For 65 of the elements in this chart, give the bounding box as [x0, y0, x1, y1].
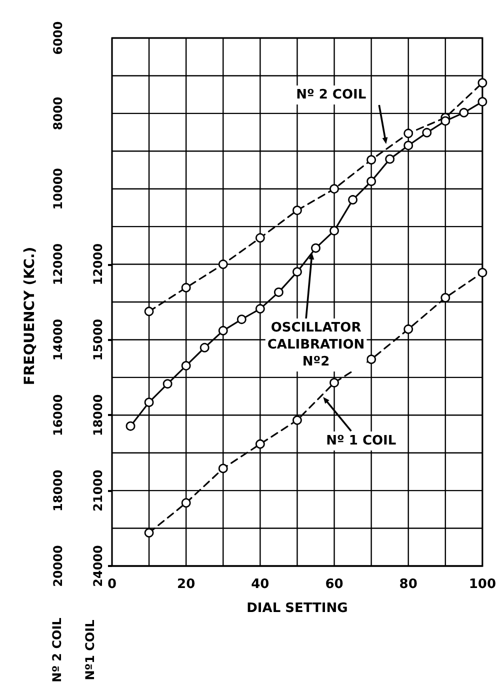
point	[181, 498, 191, 508]
point	[255, 233, 265, 243]
point	[162, 379, 172, 389]
y2-tick-label: 18000	[91, 394, 105, 436]
y-tick-label: 16000	[51, 394, 65, 436]
annotation: Nº 1 COIL	[326, 434, 396, 449]
point	[478, 78, 488, 88]
point	[459, 108, 469, 118]
point	[385, 154, 395, 164]
point	[330, 184, 339, 194]
point	[292, 415, 302, 425]
point	[255, 304, 265, 314]
text: Nº1 COIL	[83, 619, 97, 680]
y-tick-label: 20000	[51, 545, 65, 587]
point	[218, 260, 228, 269]
point	[218, 326, 228, 336]
point	[200, 342, 210, 352]
point	[478, 97, 488, 106]
point	[144, 306, 154, 316]
point	[255, 439, 265, 449]
point	[422, 128, 432, 138]
point	[330, 378, 339, 388]
annotation: Nº 2 COIL	[296, 87, 366, 102]
y-tick-label: 8000	[51, 96, 65, 130]
y-tick-label: 10000	[51, 168, 65, 210]
point	[348, 195, 358, 204]
point	[274, 287, 284, 297]
point	[404, 128, 414, 138]
x-tick-label: 0	[107, 577, 117, 592]
y-tick-label: 18000	[51, 470, 65, 512]
y2-tick-label: 24000	[91, 545, 105, 587]
y-tick-label: 6000	[51, 21, 65, 55]
point	[404, 324, 414, 334]
x-tick-label: 80	[399, 577, 418, 592]
point	[440, 116, 450, 126]
point	[236, 314, 246, 324]
point	[311, 243, 320, 253]
point	[144, 528, 154, 538]
point	[181, 361, 191, 370]
point	[292, 267, 302, 277]
y2-tick-label: 21000	[91, 470, 105, 512]
point	[218, 464, 228, 474]
y2-tick-label: 15000	[91, 318, 105, 361]
point	[404, 140, 414, 150]
point	[440, 293, 450, 302]
x-tick-label: 20	[177, 577, 196, 592]
point	[126, 421, 136, 431]
y2-tick-label: 12000	[91, 243, 105, 286]
point	[181, 282, 191, 292]
y-tick-label: 14000	[51, 318, 65, 361]
point	[330, 226, 339, 236]
text: Nº 2 COIL	[50, 617, 64, 682]
x-axis-title: DIAL SETTING	[246, 601, 348, 616]
point	[144, 398, 154, 408]
point	[366, 354, 376, 364]
x-tick-label: 60	[325, 577, 344, 592]
y-tick-label: 12000	[51, 243, 65, 286]
x-tick-label: 40	[251, 577, 270, 592]
point	[478, 268, 488, 278]
point	[366, 176, 376, 186]
point	[366, 155, 376, 165]
x-tick-label: 100	[468, 577, 496, 592]
annotation: OSCILLATOR CALIBRATION Nº2	[267, 320, 365, 370]
y-axis-title: FREQUENCY (KC.)	[22, 246, 38, 386]
point	[292, 206, 302, 216]
